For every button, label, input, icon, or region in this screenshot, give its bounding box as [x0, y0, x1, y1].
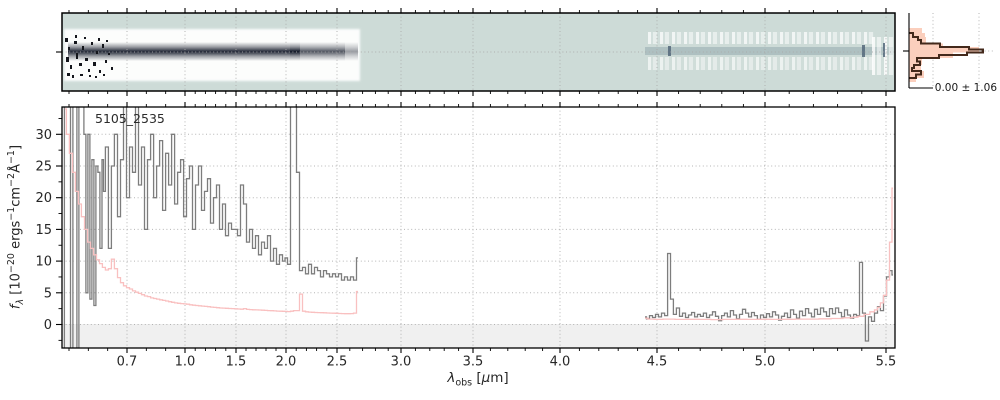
noise-pixel	[67, 73, 70, 76]
object-id-label: 5105_2535	[95, 111, 165, 126]
noise-pixel	[108, 53, 110, 55]
trace-slice	[290, 42, 300, 61]
noise-pixel	[75, 35, 77, 38]
trace-slice	[345, 42, 358, 61]
noise-pixel	[85, 58, 88, 61]
spectrum-2d-border	[61, 12, 896, 92]
noise-pixel	[91, 42, 93, 45]
noise-pixel	[74, 41, 77, 44]
spectrum-1d-border	[61, 106, 896, 349]
y-tick-label: 20	[35, 191, 52, 206]
x-tick-label: 2.0	[276, 355, 297, 370]
y-tick-label: 30	[35, 128, 52, 143]
x-tick-label: 1.5	[226, 355, 247, 370]
y-tick-label: 25	[35, 160, 52, 175]
x-tick-label: 2.5	[327, 355, 348, 370]
noise-pixel	[66, 57, 69, 62]
x-tick-label: 4.5	[647, 355, 668, 370]
y-tick-label: 10	[35, 255, 52, 270]
axis-ticks	[56, 8, 909, 353]
noise-pixel	[82, 46, 84, 50]
noise-pixel	[106, 40, 108, 42]
spectrum-2d-panel	[62, 13, 895, 91]
noise-pixel	[99, 70, 101, 73]
noise-pixel	[68, 47, 70, 50]
noise-pixel	[98, 38, 100, 41]
spectrum-1d-panel	[62, 107, 895, 348]
noise-pixel	[70, 65, 72, 69]
red-band-lower	[648, 57, 874, 70]
noise-pixel	[76, 53, 78, 59]
red-band-dark-pixel	[668, 46, 671, 56]
noise-pixel	[103, 74, 105, 76]
error-line	[64, 108, 893, 321]
trace-slice	[300, 42, 345, 61]
y-tick-label: 0	[44, 318, 52, 333]
noise-pixel	[111, 67, 113, 70]
noise-pixel	[96, 51, 98, 54]
tick-labels: 0.7 1.0 1.5 2.0 2.5 3.0 3.5 4.0 4.5 5.0 5.5 0 5 10 15 2…	[35, 128, 896, 370]
histogram-steps	[909, 32, 984, 79]
noise-pixel	[105, 60, 107, 63]
noise-pixel	[65, 38, 68, 42]
below-zero-shading	[62, 324, 895, 348]
x-axis-label: λobs [μm]	[447, 370, 509, 389]
y-tick-label: 5	[44, 286, 52, 301]
x-tick-label: 1.0	[175, 355, 196, 370]
x-tick-label: 0.7	[117, 355, 138, 370]
noise-pixel	[88, 69, 90, 72]
noise-pixel	[84, 37, 86, 39]
residual-stats-label: 0.00 ± 1.06	[934, 82, 997, 94]
y-axis-label: fλ [10−20 ergs−1cm−2Å−1]	[6, 144, 26, 310]
x-tick-label: 4.0	[550, 355, 571, 370]
y-tick-label: 15	[35, 223, 52, 238]
noise-pixel	[80, 74, 83, 76]
red-band-dark-pixel	[862, 45, 865, 57]
noise-pixel	[95, 76, 97, 78]
noise-pixel	[102, 44, 104, 48]
x-tick-label: 3.0	[391, 355, 412, 370]
noise-pixel	[89, 75, 91, 77]
x-tick-label: 3.5	[463, 355, 484, 370]
x-tick-label: 5.5	[876, 355, 897, 370]
noise-pixel	[93, 62, 96, 66]
trace-slice	[68, 42, 290, 61]
noise-pixel	[72, 75, 74, 78]
red-band-trace	[645, 47, 893, 55]
x-tick-label: 5.0	[755, 355, 776, 370]
noise-pixel	[79, 63, 82, 66]
red-band-dark-pixel	[883, 43, 885, 57]
red-band-upper	[648, 32, 874, 44]
